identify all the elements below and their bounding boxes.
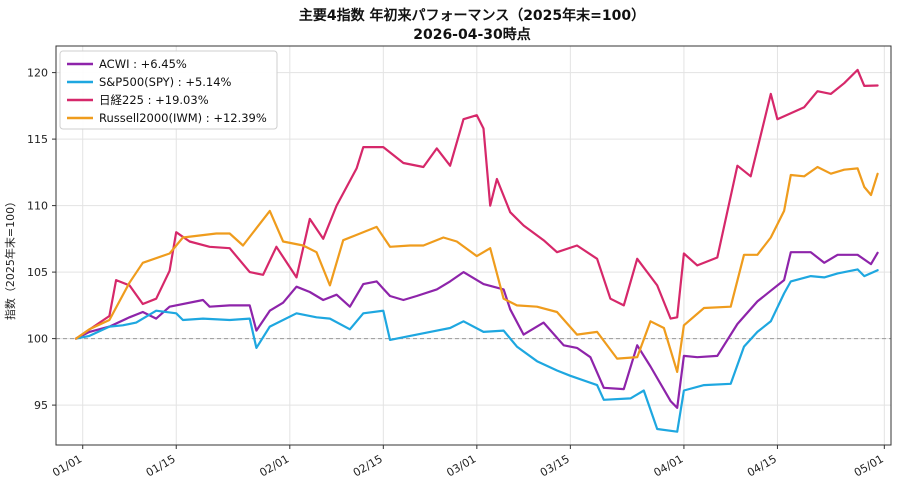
- x-tick-label: 03/01: [444, 452, 478, 479]
- chart-title: 主要4指数 年初来パフォーマンス（2025年末=100）: [299, 7, 645, 24]
- y-axis-label: 指数（2025年末=100）: [3, 196, 17, 320]
- y-tick-label: 120: [27, 67, 48, 80]
- legend-label-4: Russell2000(IWM) : +12.39%: [99, 111, 267, 125]
- legend-label-3: 日経225 : +19.03%: [99, 93, 209, 107]
- y-tick-label: 110: [27, 200, 48, 213]
- x-tick-label: 02/15: [351, 452, 385, 479]
- legend-label-1: ACWI : +6.45%: [99, 57, 187, 71]
- series-line-1: [74, 251, 879, 409]
- series-line-4: [74, 165, 879, 373]
- x-tick-label: 01/01: [50, 452, 84, 479]
- y-axis: 95 100 105 110 115 120: [27, 67, 56, 412]
- y-tick-label: 105: [27, 266, 48, 279]
- series-line-3: [74, 68, 879, 340]
- series-line-2: [74, 268, 879, 433]
- legend-box: [59, 50, 278, 130]
- x-tick-label: 01/15: [144, 452, 178, 479]
- x-axis: 01/01 01/15 02/01 02/15 03/01 03/15 04/01 04/15…: [50, 445, 886, 479]
- x-tick-label: 05/01: [852, 452, 886, 479]
- series-lines: [74, 68, 879, 433]
- legend: ACWI : +6.45% S&P500(SPY) : +5.14% 日経225 :…: [59, 50, 278, 130]
- chart-subtitle: 2026-04-30時点: [413, 26, 531, 43]
- x-tick-label: 02/01: [257, 452, 291, 479]
- y-tick-label: 100: [27, 333, 48, 346]
- x-tick-label: 04/01: [651, 452, 685, 479]
- y-tick-label: 95: [34, 399, 48, 412]
- x-tick-label: 03/15: [538, 452, 572, 479]
- y-tick-label: 115: [27, 133, 48, 146]
- legend-label-2: S&P500(SPY) : +5.14%: [99, 75, 232, 89]
- x-tick-label: 04/15: [745, 452, 779, 479]
- plot-frame: [55, 45, 892, 446]
